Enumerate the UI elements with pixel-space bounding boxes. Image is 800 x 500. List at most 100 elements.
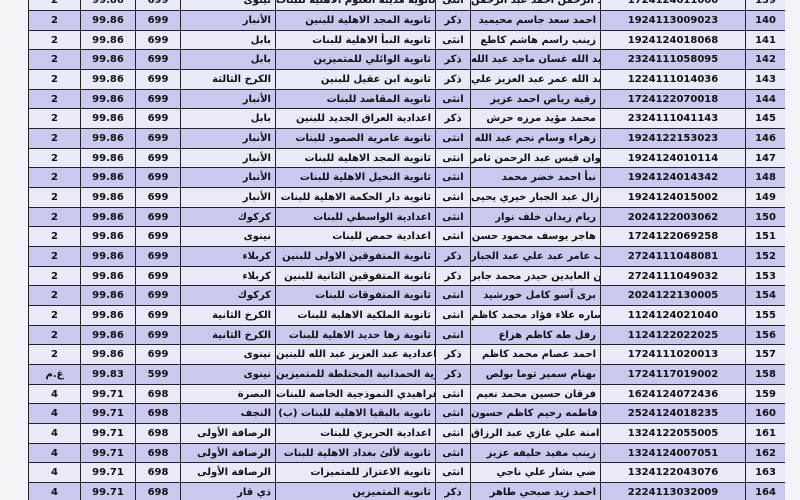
governorate: الرصافة الأولى (180, 443, 275, 463)
gender: انثى (435, 306, 470, 325)
governorate: الأنبار (180, 89, 275, 109)
percent: 99.86 (80, 227, 135, 246)
percent: 99.86 (80, 168, 135, 187)
percent: 99.71 (80, 443, 135, 463)
rank: 2 (28, 188, 80, 207)
total: 699 (135, 69, 180, 89)
governorate: الرصافة الأولى (180, 463, 275, 483)
student-name: محمد مؤيد مرزه حرش (470, 109, 600, 128)
table-row: 141 1924124018068 زينب راسم هاشم كاطع انثى ث… (28, 30, 785, 51)
exam-number: 1924124014342 (600, 168, 745, 187)
governorate: كركوك (180, 207, 275, 227)
rank: 4 (28, 424, 80, 443)
school: ثانوية المتفوقين الثانية للبنين (275, 266, 435, 286)
school: ثانوية الوائلي للمتميزين (275, 50, 435, 69)
gender: انثى (435, 128, 470, 148)
table-row: 146 1924122153023 زهراء وسام نجم عبد الله ا… (28, 128, 785, 149)
gender: انثى (435, 384, 470, 404)
gender: انثى (435, 443, 470, 463)
table-row: 159 1624124072436 فرقان حسين محمد نعيم انثى… (28, 384, 785, 405)
gender: انثى (435, 188, 470, 207)
gender: ذكر (435, 50, 470, 69)
school: ثانوية عامرية الصمود للبنات (275, 128, 435, 148)
percent: 99.86 (80, 109, 135, 128)
student-name: نبأ احمد خضر محمد (470, 168, 600, 187)
school: ثانوية الحمدانية المختلطة للمتميزين (275, 365, 435, 384)
student-name: احمد سعد جاسم محيميد (470, 10, 600, 30)
total: 699 (135, 286, 180, 305)
student-name: احمد زيد صبحي طاهر (470, 483, 600, 500)
student-name: زين العابدين حيدر محمد جابر (470, 266, 600, 286)
school: ثانوية مدينة العلوم الاهلية للبنات (275, 0, 435, 10)
percent: 99.86 (80, 188, 135, 207)
governorate: النجف (180, 404, 275, 424)
seq: 144 (745, 89, 785, 109)
table-row: 157 1724111020013 احمد عصام محمد كاظم ذكر اع… (28, 345, 785, 366)
school: ثانوية دار الحكمة الاهلية للبنات (275, 188, 435, 207)
rank: 2 (28, 128, 80, 148)
total: 698 (135, 424, 180, 443)
school: ثانوية المتفوقين الاولى للبنين (275, 247, 435, 266)
governorate: نينوى (180, 365, 275, 384)
percent: 99.86 (80, 207, 135, 227)
governorate: البصرة (180, 384, 275, 404)
school: ثانوية بالبقيا الاهلية للبنات (ب) (275, 404, 435, 424)
exam-number: 1624124072436 (600, 384, 745, 404)
table-row: 140 1924113009023 احمد سعد جاسم محيميد ذكر ث… (28, 10, 785, 31)
student-name: امنة عبد الرحمن احمد عبد الرحمن (470, 0, 600, 10)
student-name: رفل طه كاظم هزاع (470, 325, 600, 345)
table-row: 160 2524124018235 فاطمه رحيم كاظم حسون انثى… (28, 404, 785, 425)
governorate: الكرخ الثالثة (180, 69, 275, 89)
seq: 152 (745, 247, 785, 266)
student-name: ازال عبد الجبار خيري يحيى (470, 188, 600, 207)
seq: 159 (745, 384, 785, 404)
governorate: الأنبار (180, 188, 275, 207)
table-row: 155 1124124021040 ساره علاء فؤاد محمد كاظم… (28, 306, 785, 326)
seq: 146 (745, 128, 785, 148)
student-name: هاجر يوسف محمود حسن (470, 227, 600, 246)
rank: 2 (28, 89, 80, 109)
seq: 139 (745, 0, 785, 10)
seq: 147 (745, 148, 785, 168)
exam-number: 1324122043076 (600, 463, 745, 483)
student-name: زهراء وسام نجم عبد الله (470, 128, 600, 148)
total: 698 (135, 384, 180, 404)
exam-number: 1924124018068 (600, 30, 745, 50)
exam-number: 1924124010114 (600, 148, 745, 168)
exam-number: 2224113032009 (600, 483, 745, 500)
percent: 99.86 (80, 128, 135, 148)
table-row: 162 1324124007051 زينب مفيد خليفه عزيز انثى… (28, 443, 785, 464)
total: 698 (135, 404, 180, 424)
table-row: 150 2024122003062 ريام زيدان خلف نوار انثى ا… (28, 207, 785, 228)
total: 599 (135, 365, 180, 384)
rank: 2 (28, 306, 80, 325)
governorate: بابل (180, 109, 275, 128)
rank: 2 (28, 168, 80, 187)
rank: 2 (28, 247, 80, 266)
school: اعدادية الحريري للبنات (275, 424, 435, 443)
percent: 99.71 (80, 404, 135, 424)
exam-number: 1724124011000 (600, 0, 745, 10)
exam-number: 1724117019002 (600, 365, 745, 384)
seq: 148 (745, 168, 785, 187)
total: 699 (135, 89, 180, 109)
seq: 142 (745, 50, 785, 69)
governorate: بابل (180, 50, 275, 69)
governorate: الأنبار (180, 128, 275, 148)
governorate: الرصافة الأولى (180, 424, 275, 443)
exam-number: 1724122070018 (600, 89, 745, 109)
table-row: 151 1724122069258 هاجر يوسف محمود حسن انثى ا… (28, 227, 785, 247)
governorate: بابل (180, 30, 275, 50)
gender: ذكر (435, 69, 470, 89)
student-name: عبد الله عمر عبد العزيز علي (470, 69, 600, 89)
total: 699 (135, 345, 180, 365)
table-row: 149 1924124015002 ازال عبد الجبار خيري يحي… (28, 188, 785, 208)
gender: ذكر (435, 247, 470, 266)
percent: 99.86 (80, 306, 135, 325)
gender: انثى (435, 30, 470, 50)
governorate: ذي قار (180, 483, 275, 500)
table-row: 147 1924124010114 روان قيس عبد الرحمن ثامر… (28, 148, 785, 169)
percent: 99.71 (80, 463, 135, 483)
seq: 157 (745, 345, 785, 365)
